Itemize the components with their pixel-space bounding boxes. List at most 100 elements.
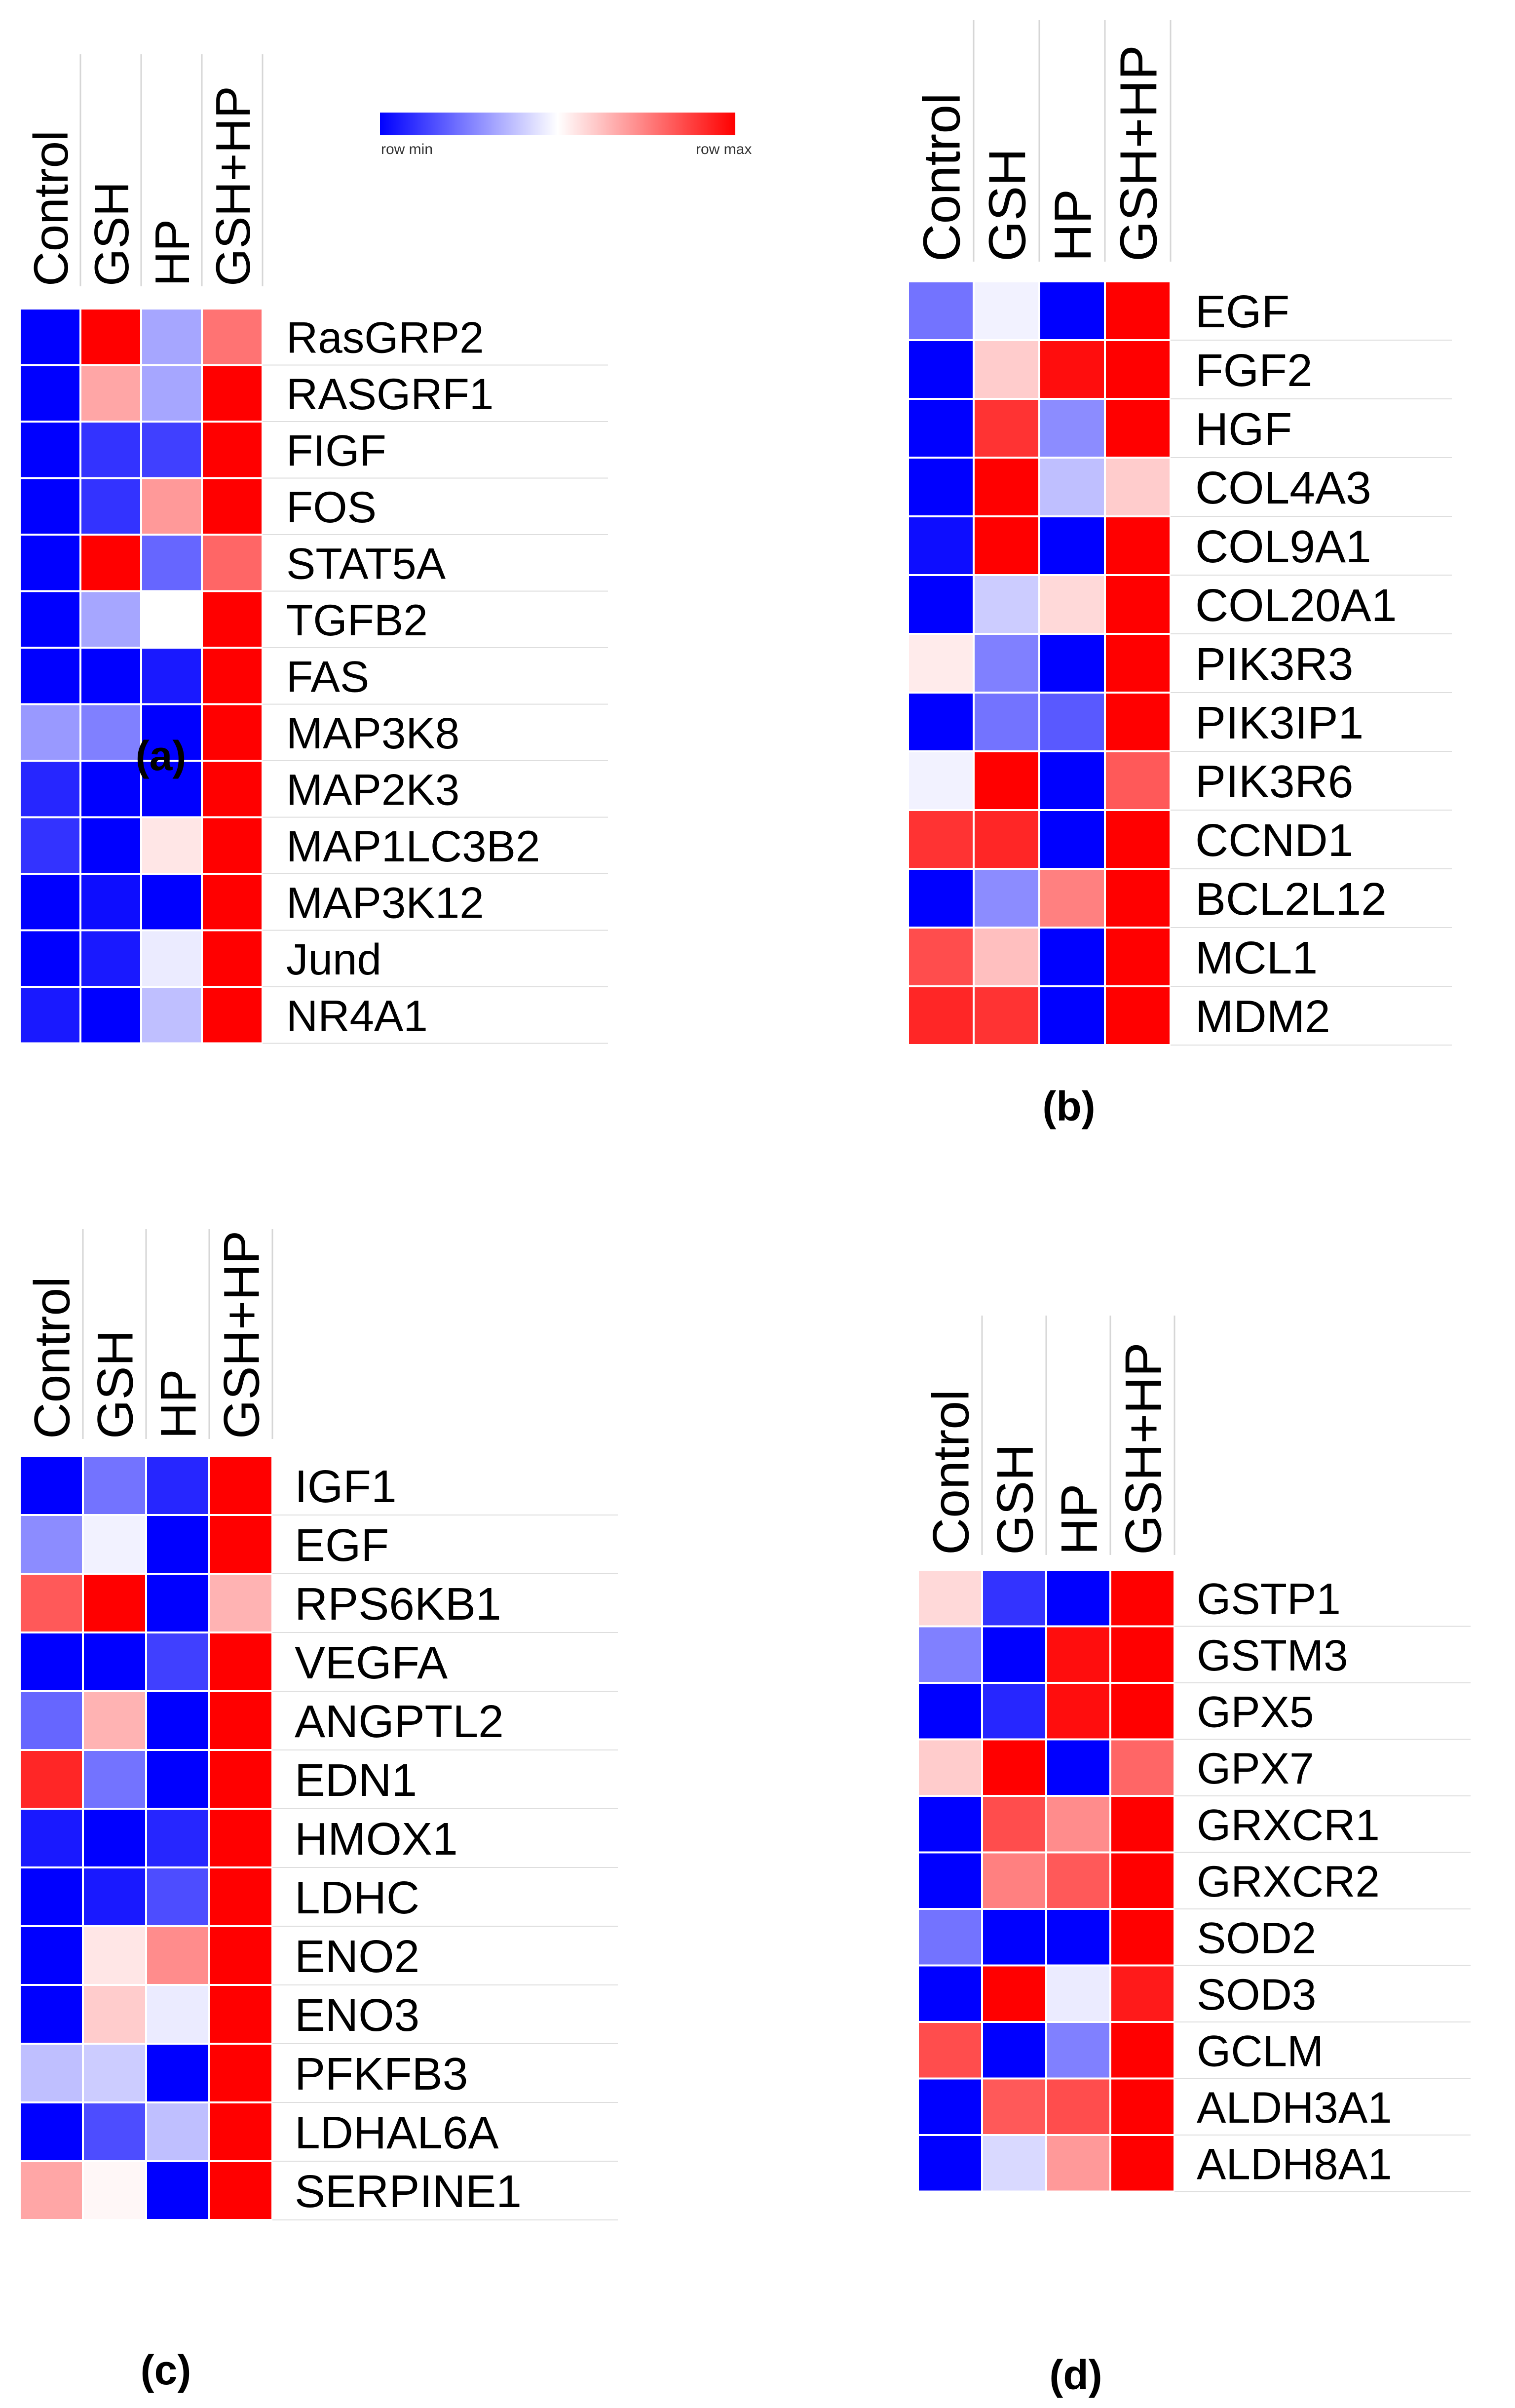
heatmap-cell [907, 515, 975, 576]
heatmap-cell [917, 1625, 983, 1684]
legend-min-label: row min [381, 141, 433, 157]
heatmap-cell [19, 364, 81, 423]
heatmap-cell [19, 1749, 84, 1810]
heatmap-cell [145, 1573, 210, 1633]
heatmap-cell [82, 2101, 147, 2162]
heatmap-cell [82, 1455, 147, 1516]
heatmap-cell [907, 750, 975, 811]
heatmap-cell [1038, 515, 1106, 576]
row-label: ALDH8A1 [1197, 2139, 1392, 2188]
heatmap-cell [19, 308, 81, 366]
color-scale-bar [380, 113, 735, 135]
heatmap-cell [145, 2043, 210, 2103]
heatmap-cell [1038, 280, 1106, 341]
heatmap-cell [1104, 339, 1172, 400]
heatmap-cell [145, 1749, 210, 1810]
row-label: FAS [286, 652, 369, 701]
row-label: Jund [286, 934, 381, 984]
heatmap-cell [907, 457, 975, 517]
row-label: GRXCR1 [1197, 1800, 1380, 1849]
heatmap-cell [19, 816, 81, 875]
heatmap-cell [79, 421, 142, 479]
heatmap-cell [140, 816, 203, 875]
heatmap-cell [201, 760, 264, 818]
row-label: EGF [1195, 286, 1289, 337]
heatmap-panel-b: Control GSH HP GSH+HP EGF FGF2 HGF COL4A3 COL9A1… [907, 20, 1452, 1129]
row-label: STAT5A [286, 539, 446, 588]
heatmap-cell [19, 1866, 84, 1927]
heatmap-cell [1109, 1851, 1175, 1910]
heatmap-cell [917, 1964, 983, 2023]
heatmap-cell [917, 1569, 983, 1628]
heatmap-cell [973, 692, 1040, 752]
heatmap-cell [19, 1925, 84, 1986]
column-label: GSH [84, 182, 139, 286]
heatmap-cell [907, 574, 975, 635]
heatmap-cell [208, 1749, 273, 1810]
heatmap-cell [140, 929, 203, 988]
heatmap-cell [1045, 1682, 1111, 1741]
heatmap-cell [1109, 2077, 1175, 2136]
heatmap-cell [208, 1984, 273, 2045]
heatmap-cell [1104, 398, 1172, 459]
row-label: FGF2 [1195, 345, 1313, 396]
heatmap-cell [140, 477, 203, 536]
heatmap-cell [1038, 633, 1106, 694]
heatmap-cell [79, 308, 142, 366]
panel-label: (b) [1042, 1083, 1095, 1129]
heatmap-cell [79, 873, 142, 932]
row-label: COL9A1 [1195, 521, 1371, 572]
row-label: MCL1 [1195, 932, 1318, 983]
heatmap-cell [145, 1690, 210, 1751]
heatmap-cell [19, 2043, 84, 2103]
row-label: MAP3K12 [286, 878, 484, 927]
row-label: HMOX1 [295, 1813, 458, 1864]
heatmap-cell [917, 1908, 983, 1967]
heatmap-cell [19, 1455, 84, 1516]
heatmap-cell [19, 477, 81, 536]
heatmap-cell [1045, 2021, 1111, 2080]
panel-label: (a) [136, 733, 187, 779]
heatmap-cell [981, 1738, 1047, 1797]
heatmap-cell [917, 2134, 983, 2193]
column-label: GSH+HP [1115, 1342, 1172, 1555]
heatmap-cell [1109, 1908, 1175, 1967]
heatmap-cell [140, 703, 203, 762]
heatmap-cell [1038, 692, 1106, 752]
heatmap-cell [1109, 1625, 1175, 1684]
heatmap-cell [145, 1808, 210, 1868]
heatmap-cell [145, 2160, 210, 2221]
heatmap-cell [145, 1866, 210, 1927]
heatmap-cell [1038, 574, 1106, 635]
row-label: TGFB2 [286, 595, 428, 645]
heatmap-cell [1104, 985, 1172, 1046]
heatmap-cell [82, 1866, 147, 1927]
heatmap-cell [1045, 2134, 1111, 2193]
heatmap-cell [140, 534, 203, 592]
heatmap-cell [208, 2101, 273, 2162]
heatmap-cell [208, 1455, 273, 1516]
row-label: ANGPTL2 [295, 1696, 504, 1747]
heatmap-cell [1045, 1569, 1111, 1628]
heatmap-cell [82, 1925, 147, 1986]
column-label: GSH+HP [214, 1231, 270, 1439]
heatmap-cell [973, 927, 1040, 987]
heatmap-cell [79, 364, 142, 423]
heatmap-cell [79, 929, 142, 988]
row-label: GCLM [1197, 2026, 1324, 2075]
heatmap-cell [19, 421, 81, 479]
column-label: GSH+HP [1110, 45, 1168, 262]
row-label: LDHAL6A [295, 2107, 499, 2158]
row-label: GSTM3 [1197, 1631, 1348, 1680]
heatmap-cell [145, 2101, 210, 2162]
heatmap-cell [208, 1866, 273, 1927]
heatmap-cell [79, 534, 142, 592]
heatmap-cell [19, 929, 81, 988]
panel-label: (c) [141, 2347, 191, 2393]
heatmap-cell [201, 873, 264, 932]
heatmap-cell [1038, 457, 1106, 517]
heatmap-cell [201, 477, 264, 536]
column-label: HP [145, 219, 199, 286]
heatmap-cell [208, 1631, 273, 1692]
heatmap-cell [973, 633, 1040, 694]
